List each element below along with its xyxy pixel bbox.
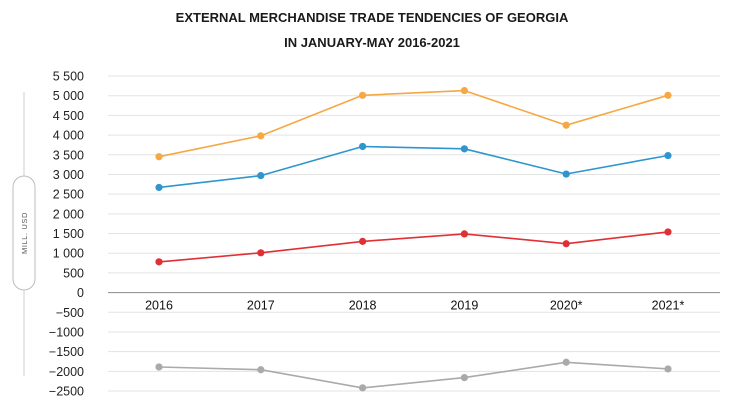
y-axis-label-badge: MILL. USD bbox=[12, 92, 36, 376]
gray-series bbox=[155, 358, 672, 392]
y-tick-label: −2500 bbox=[49, 385, 84, 399]
blue-series-point bbox=[257, 172, 265, 180]
red-series-point bbox=[664, 228, 672, 236]
blue-series-line bbox=[158, 145, 669, 189]
orange-series-line bbox=[158, 89, 669, 158]
x-tick-label: 2019 bbox=[450, 299, 478, 313]
red-series-point bbox=[257, 249, 265, 257]
y-tick-label: 5 500 bbox=[53, 70, 84, 84]
y-tick-label: 3 500 bbox=[53, 148, 84, 162]
y-tick-label: 500 bbox=[63, 266, 84, 280]
blue-series-point bbox=[664, 151, 672, 160]
y-tick-label: 1 500 bbox=[53, 227, 84, 241]
y-tick-label: −1500 bbox=[49, 345, 84, 359]
orange-series-point bbox=[460, 86, 468, 95]
y-tick-label: 4 000 bbox=[53, 129, 84, 143]
y-tick-label: −500 bbox=[56, 306, 84, 320]
gray-series-point bbox=[460, 374, 468, 382]
y-tick-label: 4 500 bbox=[53, 109, 84, 123]
orange-series-point bbox=[155, 153, 163, 161]
y-tick-label: 2 500 bbox=[53, 188, 84, 202]
y-axis-label: MILL. USD bbox=[20, 212, 29, 254]
red-series-point bbox=[155, 258, 163, 266]
y-tick-label: 0 bbox=[77, 286, 84, 300]
x-tick-label: 2018 bbox=[349, 299, 377, 313]
orange-series bbox=[155, 86, 672, 161]
gray-series-point bbox=[359, 384, 367, 392]
x-tick-label: 2017 bbox=[247, 299, 275, 313]
y-tick-labels: 5 500 5 000 4 500 4 000 3 500 3 000 2 500 2 000… bbox=[49, 70, 84, 399]
blue-series bbox=[155, 142, 672, 192]
orange-series-point bbox=[257, 132, 265, 140]
gray-series-point bbox=[155, 363, 163, 371]
chart-title-line-1: EXTERNAL MERCHANDISE TRADE TENDENCIES OF… bbox=[176, 10, 569, 25]
x-tick-label: 2020* bbox=[550, 299, 583, 313]
x-tick-label: 2016 bbox=[145, 299, 173, 313]
blue-series-point bbox=[562, 170, 570, 178]
x-tick-labels: 2016 2017 2018 2019 2020* 2021* bbox=[145, 299, 684, 313]
series-lines bbox=[155, 86, 672, 392]
blue-series-point bbox=[460, 145, 468, 153]
y-tick-label: 1 000 bbox=[53, 247, 84, 261]
gray-series-point bbox=[562, 358, 570, 366]
red-series-point bbox=[460, 230, 468, 238]
red-series bbox=[155, 228, 672, 266]
gray-series-line bbox=[158, 361, 669, 389]
y-tick-label: −1000 bbox=[49, 325, 84, 339]
gridlines bbox=[108, 75, 720, 392]
blue-series-point bbox=[359, 142, 367, 151]
orange-series-point bbox=[562, 121, 570, 129]
gray-series-point bbox=[257, 366, 265, 374]
chart-title-line-2: IN JANUARY-MAY 2016-2021 bbox=[284, 35, 460, 50]
red-series-line bbox=[158, 231, 669, 263]
gray-series-point bbox=[664, 365, 672, 373]
y-tick-label: 2 000 bbox=[53, 207, 84, 221]
x-tick-label: 2021* bbox=[652, 299, 685, 313]
red-series-point bbox=[562, 240, 570, 248]
y-tick-label: 5 000 bbox=[53, 89, 84, 103]
y-tick-label: −2000 bbox=[49, 365, 84, 379]
orange-series-point bbox=[664, 91, 672, 99]
red-series-point bbox=[359, 237, 367, 245]
y-tick-label: 3 000 bbox=[53, 168, 84, 182]
orange-series-point bbox=[359, 91, 367, 99]
blue-series-point bbox=[155, 183, 163, 192]
